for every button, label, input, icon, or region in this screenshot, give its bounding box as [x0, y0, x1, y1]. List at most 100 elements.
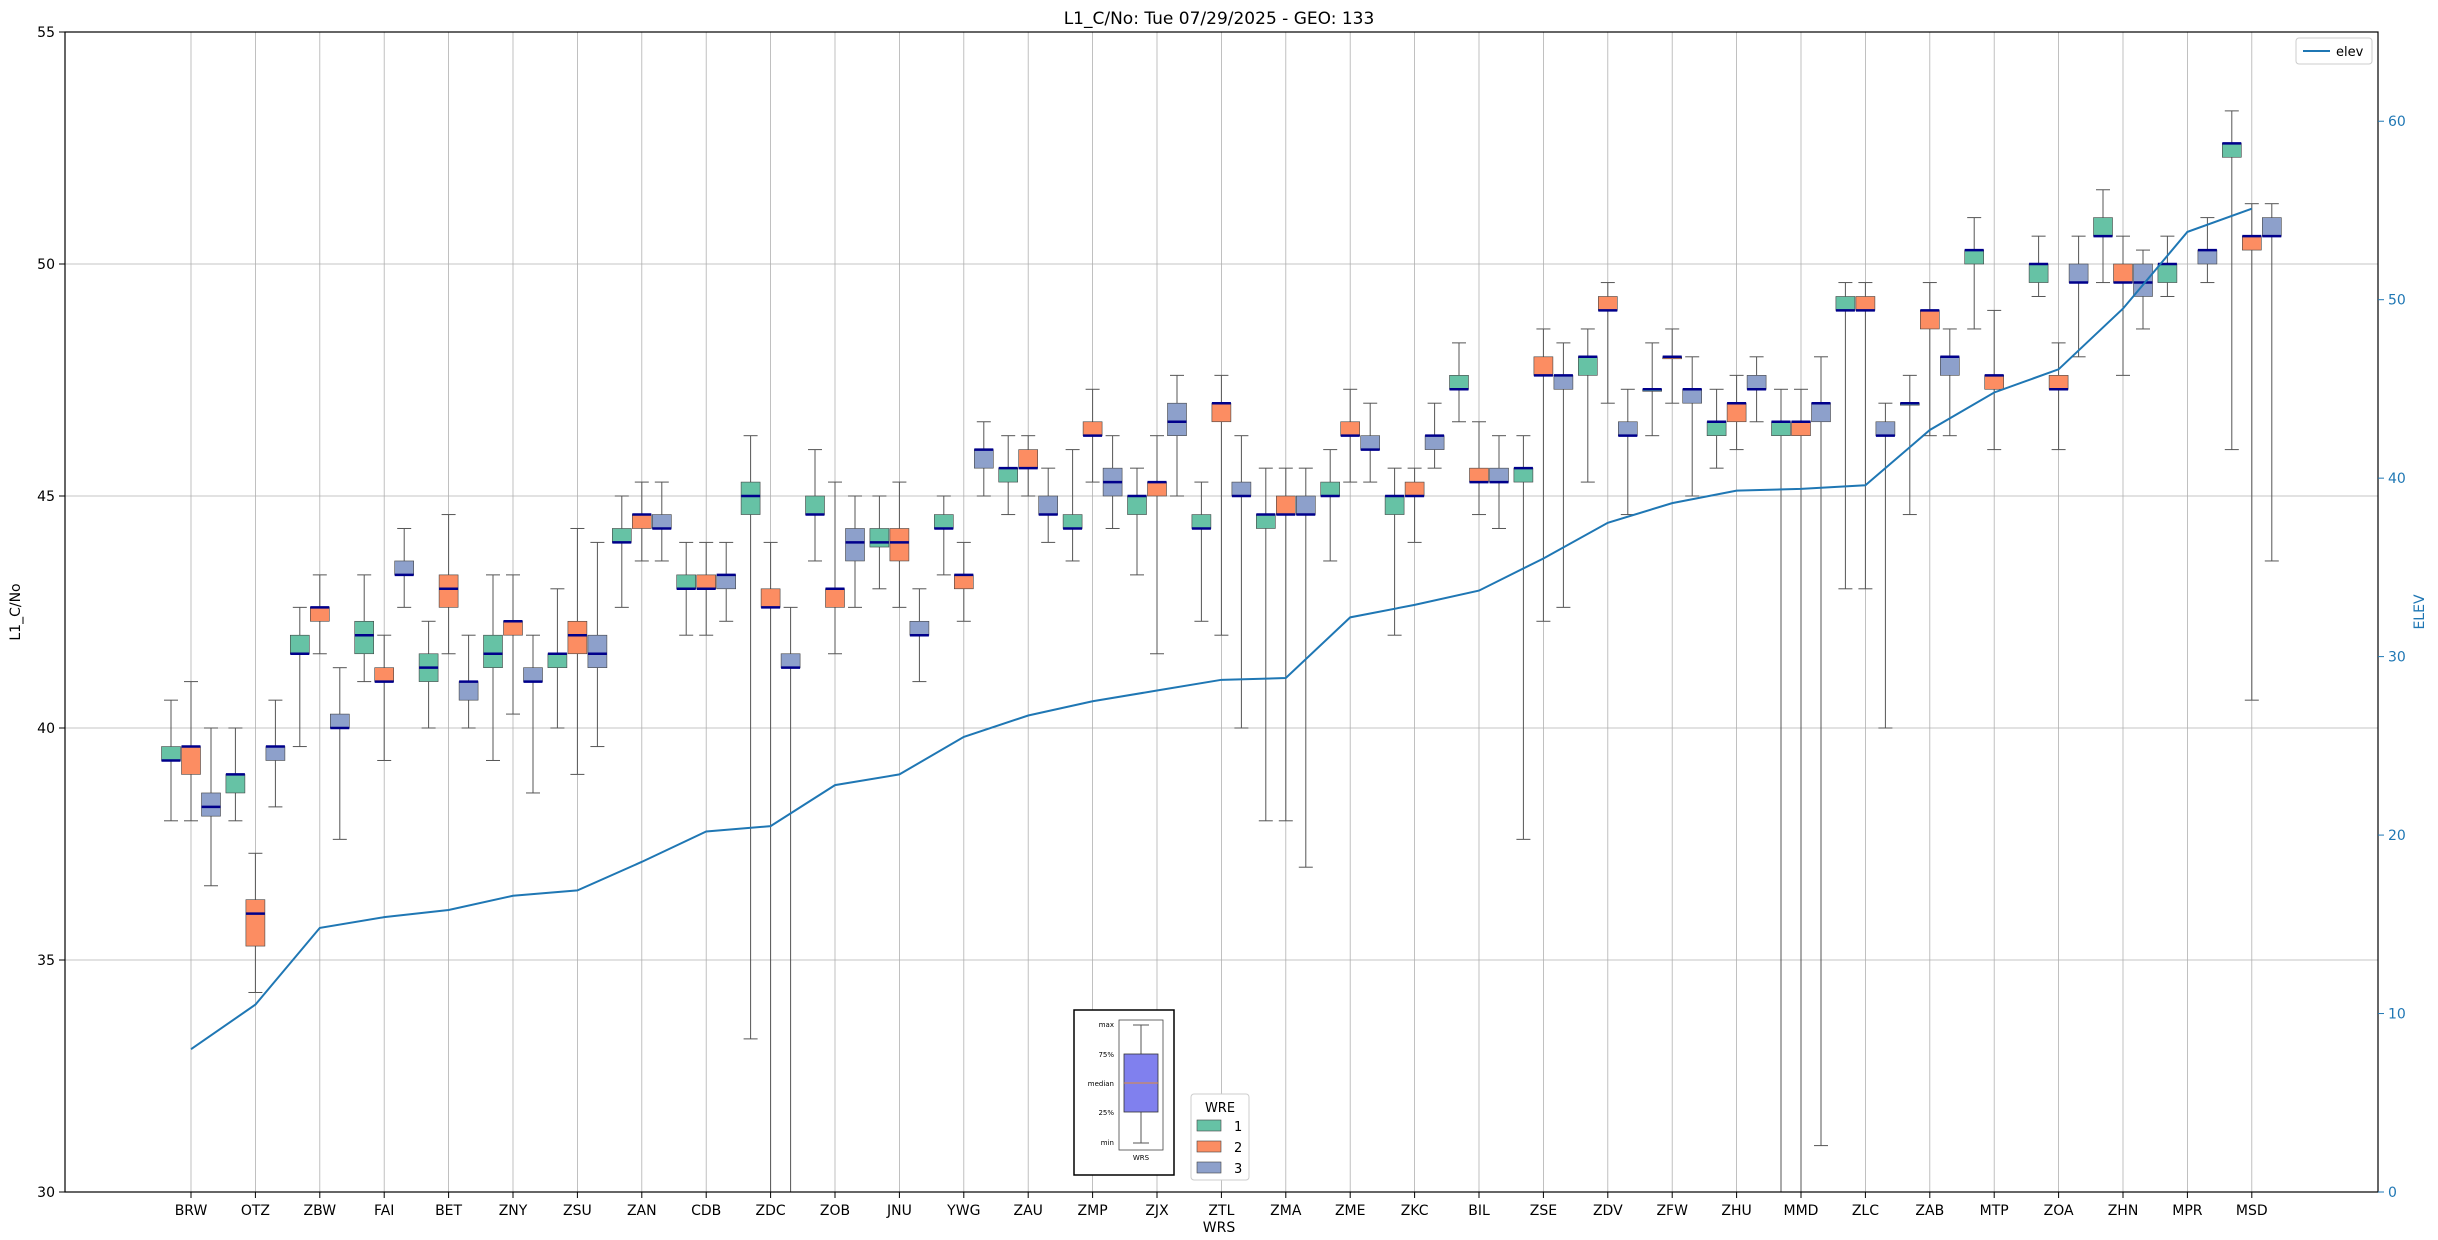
- elev-legend: elev: [2295, 37, 2373, 65]
- x-tick-label: ZMA: [1270, 1203, 1302, 1219]
- box-wre-3: [329, 713, 350, 729]
- y2-axis-ticks: 0 10 20 30 40 50 60: [2378, 114, 2406, 1201]
- y-tick-label: 55: [37, 25, 55, 41]
- wre-legend-label-1: 1: [1234, 1120, 1242, 1135]
- x-tick-label: ZSU: [563, 1203, 592, 1219]
- box-key-legend: max 75% median 25% min WRS: [1073, 1009, 1175, 1176]
- box-wre-1: [161, 746, 181, 761]
- y-tick-label: 40: [37, 721, 55, 737]
- wre-legend-swatch-1: [1196, 1119, 1222, 1132]
- y2-axis-label: ELEV: [2412, 594, 2428, 629]
- box-wre-3: [2068, 263, 2089, 283]
- box-wre-1: [354, 620, 375, 655]
- x-tick-label: ZTL: [1208, 1203, 1234, 1219]
- x-tick-label: MPR: [2172, 1203, 2203, 1219]
- box-wre-3: [1424, 435, 1445, 450]
- box-wre-1: [1191, 514, 1212, 529]
- box-wre-1: [1513, 467, 1534, 483]
- box-wre-2: [309, 607, 330, 622]
- box-wre-1: [805, 495, 825, 515]
- box-wre-1: [1964, 249, 1984, 265]
- box-wre-2: [1855, 296, 1876, 311]
- box-wre-1: [2028, 263, 2049, 283]
- x-tick-label: ZBW: [304, 1203, 337, 1219]
- box-wre-3: [201, 792, 221, 817]
- box-wre-2: [567, 620, 588, 655]
- y-tick-label: 35: [37, 953, 55, 969]
- box-wre-2: [1920, 310, 1940, 330]
- box-wre-3: [651, 514, 672, 529]
- box-wre-2: [2048, 375, 2069, 390]
- x-tick-label: ZAN: [627, 1203, 657, 1219]
- box-wre-1: [1062, 514, 1083, 529]
- box-wre-3: [2133, 263, 2153, 297]
- box-wre-1: [1578, 356, 1598, 376]
- box-wre-1: [869, 528, 890, 548]
- box-wre-3: [1553, 375, 1574, 390]
- box-wre-3: [2197, 249, 2218, 265]
- wre-legend-frame: [1190, 1093, 1250, 1181]
- box-wre-1: [1771, 421, 1791, 436]
- box-wre-2: [1147, 481, 1167, 497]
- y2-tick-label: 50: [2388, 293, 2406, 309]
- x-tick-label: ZAU: [1013, 1203, 1042, 1219]
- wre-legend: WRE 1 2 3: [1190, 1093, 1250, 1181]
- box-wre-3: [1618, 421, 1638, 436]
- box-key-label-wrs: WRS: [1133, 1154, 1150, 1162]
- box-key-label-median: median: [1088, 1080, 1114, 1088]
- x-tick-label: BIL: [1468, 1203, 1490, 1219]
- box-wre-2: [1533, 356, 1554, 376]
- box-wre-1: [2157, 263, 2178, 283]
- x-tick-label: YWG: [946, 1203, 980, 1219]
- x-tick-label: BET: [435, 1203, 462, 1219]
- box-wre-2: [889, 528, 910, 562]
- y2-tick-label: 20: [2388, 828, 2406, 844]
- box-wre-2: [1469, 467, 1489, 483]
- box-wre-2: [696, 574, 717, 590]
- box-wre-2: [1404, 481, 1425, 497]
- box-wre-2: [825, 588, 845, 608]
- y-axis-ticks: 30 35 40 45 50 55: [37, 25, 65, 1201]
- chart-title: L1_C/No: Tue 07/29/2025 - GEO: 133: [1064, 9, 1375, 29]
- box-wre-3: [265, 746, 286, 761]
- box-wre-2: [1726, 402, 1747, 423]
- box-wre-2: [760, 588, 781, 608]
- box-wre-3: [587, 634, 608, 668]
- box-wre-1: [1706, 421, 1727, 436]
- box-wre-2: [1340, 421, 1360, 436]
- box-wre-3: [716, 574, 737, 590]
- box-key-label-min: min: [1101, 1139, 1114, 1147]
- x-axis-ticks: BRW OTZ ZBW FAI BET ZNY ZSU ZAN CDB ZDC ZOB JNU YWG Z…: [175, 1192, 2268, 1219]
- box-key-label-q3: 75%: [1098, 1051, 1114, 1059]
- x-tick-label: ZDC: [756, 1203, 786, 1219]
- box-wre-3: [973, 449, 994, 469]
- y2-tick-label: 10: [2388, 1007, 2406, 1023]
- y-tick-label: 50: [37, 257, 55, 273]
- x-tick-label: JNU: [886, 1203, 912, 1219]
- box-wre-1: [1449, 375, 1469, 390]
- y-axis-label: L1_C/No: [8, 583, 24, 640]
- box-wre-3: [1811, 402, 1831, 423]
- box-wre-1: [1835, 296, 1856, 311]
- box-wre-1: [998, 467, 1019, 483]
- x-tick-label: ZDV: [1593, 1203, 1623, 1219]
- whiskers-layer: [164, 110, 2279, 1193]
- x-tick-label: BRW: [175, 1203, 208, 1219]
- box-wre-1: [1384, 495, 1405, 515]
- box-wre-3: [845, 528, 865, 562]
- y2-tick-label: 40: [2388, 471, 2406, 487]
- box-wre-3: [1875, 421, 1896, 436]
- wre-legend-title: WRE: [1205, 1101, 1235, 1116]
- box-wre-2: [181, 746, 201, 775]
- box-wre-2: [2113, 263, 2133, 283]
- box-wre-1: [547, 653, 568, 668]
- box-wre-3: [394, 560, 415, 576]
- y-tick-label: 30: [37, 1185, 55, 1201]
- x-tick-label: ZHU: [1721, 1203, 1751, 1219]
- box-wre-3: [780, 653, 801, 668]
- box-wre-1: [740, 481, 761, 515]
- x-tick-label: ZKC: [1401, 1203, 1429, 1219]
- box-wre-3: [1682, 388, 1702, 404]
- box-wre-2: [2242, 235, 2262, 251]
